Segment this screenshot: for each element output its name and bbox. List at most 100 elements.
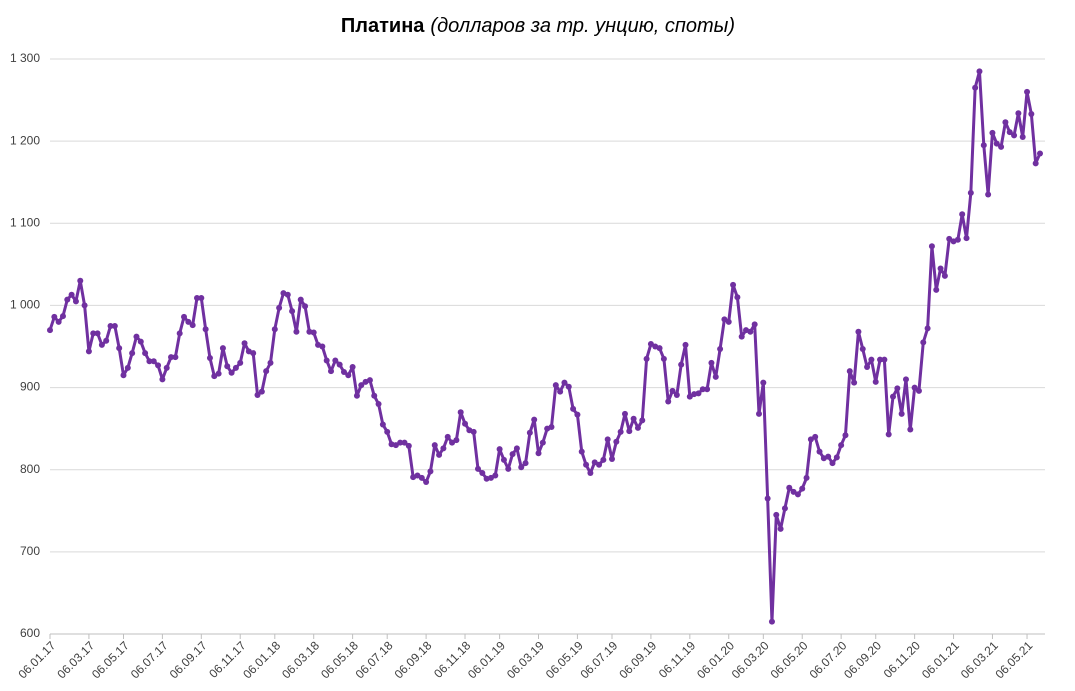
- data-point: [440, 445, 447, 452]
- data-point: [168, 354, 175, 361]
- data-point: [583, 461, 590, 468]
- x-tick-label: 06.11.20: [881, 638, 924, 681]
- data-point: [768, 618, 775, 625]
- data-point: [639, 417, 646, 424]
- data-point: [323, 357, 330, 364]
- data-point: [271, 326, 278, 333]
- data-point: [224, 363, 231, 370]
- data-point: [267, 359, 274, 366]
- x-tick-label: 06.07.17: [128, 638, 171, 681]
- data-point: [1032, 160, 1039, 167]
- data-point: [963, 235, 970, 242]
- data-point: [954, 236, 961, 243]
- data-point: [621, 410, 628, 417]
- data-point: [379, 421, 386, 428]
- data-point: [656, 345, 663, 352]
- x-tick-label: 06.01.19: [465, 638, 508, 681]
- data-point: [816, 448, 823, 455]
- data-point: [470, 428, 477, 435]
- x-tick-label: 06.09.18: [392, 638, 435, 681]
- data-point: [103, 337, 110, 344]
- data-point: [596, 461, 603, 468]
- data-point: [340, 368, 347, 375]
- data-point: [920, 339, 927, 346]
- data-point: [565, 383, 572, 390]
- data-point: [712, 373, 719, 380]
- data-point: [730, 281, 737, 288]
- data-point: [405, 442, 412, 449]
- y-tick-label: 700: [20, 544, 40, 558]
- data-point: [673, 391, 680, 398]
- data-point: [289, 308, 296, 315]
- data-point: [626, 428, 633, 435]
- data-point: [552, 382, 559, 389]
- data-point: [228, 369, 235, 376]
- data-point: [907, 426, 914, 433]
- data-point: [799, 485, 806, 492]
- data-point: [133, 333, 140, 340]
- data-point: [846, 368, 853, 375]
- data-point: [669, 387, 676, 394]
- data-point: [548, 424, 555, 430]
- data-point: [773, 511, 780, 518]
- data-point: [604, 436, 611, 443]
- data-point: [717, 345, 724, 352]
- data-point: [825, 453, 832, 460]
- x-tick-label: 06.05.21: [992, 638, 1035, 681]
- data-point: [535, 450, 542, 457]
- data-point: [600, 456, 607, 463]
- data-point: [609, 456, 616, 463]
- x-tick-label: 06.11.19: [656, 638, 699, 681]
- data-point: [68, 291, 75, 298]
- data-point: [176, 330, 183, 337]
- data-point: [423, 479, 430, 486]
- data-point: [522, 460, 529, 467]
- data-point: [738, 333, 745, 340]
- data-point: [336, 361, 343, 368]
- data-point: [85, 348, 92, 355]
- data-point: [328, 368, 335, 375]
- data-point: [682, 341, 689, 348]
- data-point: [172, 354, 179, 361]
- data-point: [47, 327, 53, 334]
- data-point: [345, 372, 352, 379]
- data-point: [915, 387, 922, 394]
- data-point: [1002, 119, 1009, 126]
- data-point: [539, 439, 546, 446]
- data-point: [384, 428, 391, 435]
- data-point: [833, 454, 840, 461]
- chart-title-group: Платина (долларов за тр. унцию, споты): [341, 15, 735, 37]
- data-point: [578, 448, 585, 455]
- data-point: [198, 295, 205, 302]
- data-point: [371, 392, 378, 399]
- data-point: [1024, 88, 1031, 95]
- data-point: [375, 401, 382, 407]
- data-point: [859, 345, 866, 352]
- data-point: [237, 359, 244, 366]
- chart-title: Платина: [341, 15, 425, 37]
- data-point: [574, 411, 581, 418]
- data-point: [570, 405, 577, 412]
- data-point: [55, 318, 62, 325]
- data-point: [462, 420, 469, 427]
- data-point: [431, 442, 438, 449]
- data-point: [842, 432, 849, 439]
- data-point: [509, 451, 516, 458]
- data-point: [634, 424, 641, 431]
- data-point: [64, 296, 71, 303]
- data-point: [142, 350, 149, 357]
- data-point: [1037, 150, 1043, 157]
- data-point: [531, 416, 538, 423]
- x-tick-label: 06.09.17: [167, 638, 210, 681]
- data-point: [898, 410, 905, 417]
- data-point: [885, 431, 892, 438]
- data-point: [436, 451, 443, 458]
- data-point: [1011, 132, 1018, 139]
- data-point: [980, 142, 987, 149]
- data-point: [181, 313, 188, 320]
- data-point: [781, 505, 788, 512]
- data-point: [972, 84, 979, 91]
- data-point: [704, 386, 711, 393]
- data-point: [397, 439, 404, 446]
